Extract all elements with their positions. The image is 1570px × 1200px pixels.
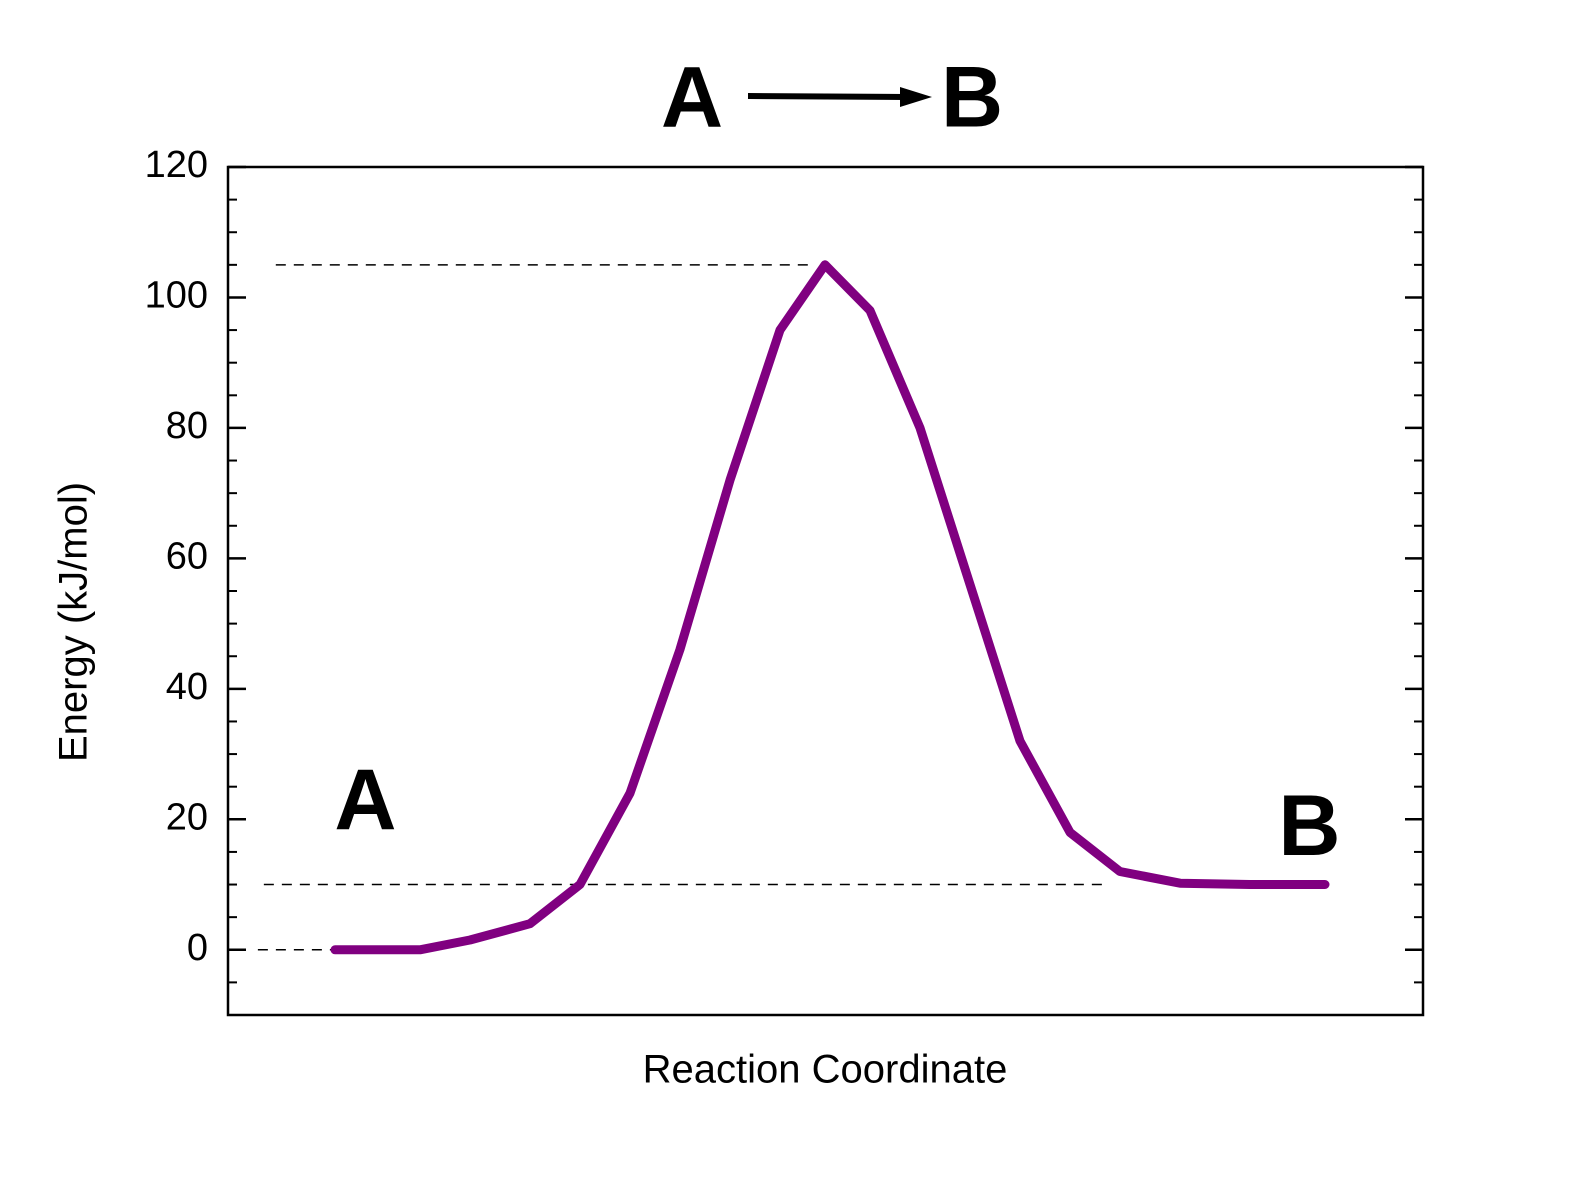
y-tick-label: 60 bbox=[166, 535, 208, 577]
title-reactant: A bbox=[661, 50, 723, 146]
y-axis-label: Energy (kJ/mol) bbox=[52, 482, 96, 762]
annotation: B bbox=[1278, 778, 1340, 874]
title-product: B bbox=[941, 50, 1003, 146]
title-arrow bbox=[747, 93, 906, 100]
y-tick-label: 20 bbox=[166, 796, 208, 838]
y-tick-label: 100 bbox=[145, 274, 208, 316]
energy-curve bbox=[330, 260, 1330, 955]
y-tick-label: 80 bbox=[166, 405, 208, 447]
x-axis-label: Reaction Coordinate bbox=[643, 1048, 1008, 1092]
title-arrowhead bbox=[900, 87, 932, 107]
y-tick-label: 40 bbox=[166, 666, 208, 708]
y-tick-label: 0 bbox=[187, 927, 208, 969]
y-tick-label: 120 bbox=[145, 144, 208, 186]
annotation: A bbox=[334, 752, 396, 848]
